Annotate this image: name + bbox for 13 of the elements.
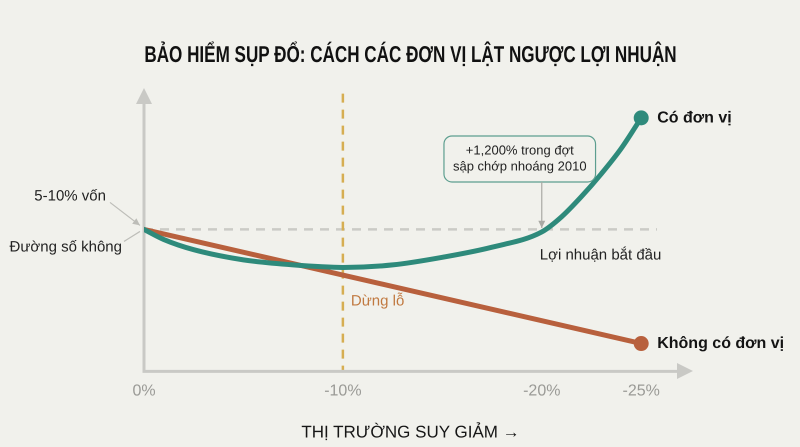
chart-title: BẢO HIỂM SỤP ĐỔ: CÁCH CÁC ĐƠN VỊ LẬT NGƯỢC LỢI NHUẬN xyxy=(144,40,677,68)
x-axis-title: THỊ TRƯỜNG SUY GIẢM → xyxy=(301,421,520,442)
annotation: Lợi nhuận bắt đầu xyxy=(540,246,662,264)
series-label: Có đơn vị xyxy=(657,109,732,126)
annotation: +1,200% trong đợt sập chớp nhoáng 2010 xyxy=(452,142,587,174)
x-tick-label: -25% xyxy=(622,382,660,400)
legend-label: Đường số không xyxy=(10,238,122,256)
series-label: Không có đơn vị xyxy=(657,334,784,352)
ref-line-label: Dừng lỗ xyxy=(350,292,404,310)
x-tick-label: -20% xyxy=(523,382,560,400)
text: 5-10% vốn xyxy=(34,188,106,205)
x-tick-label: 0% xyxy=(132,382,156,400)
x-tick-label: -10% xyxy=(324,382,362,400)
